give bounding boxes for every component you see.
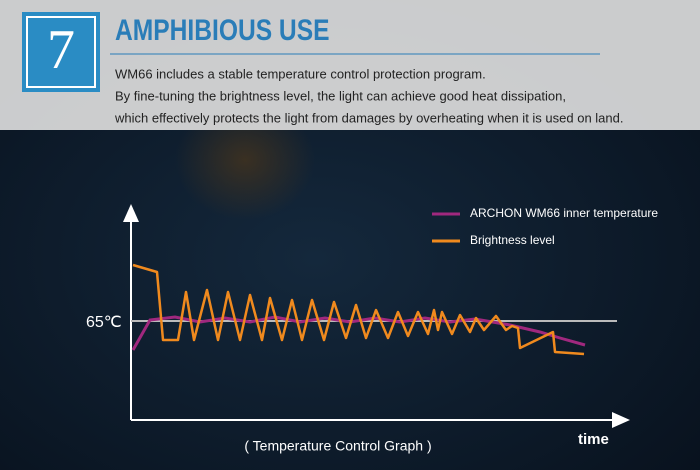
description-line: WM66 includes a stable temperature contr…: [115, 66, 486, 81]
title: AMPHIBIOUS USE: [115, 13, 330, 47]
reference-label: 65℃: [86, 314, 122, 331]
description-line: By fine-tuning the brightness level, the…: [115, 88, 566, 103]
x-axis-label: time: [578, 431, 609, 448]
legend-label: Brightness level: [470, 233, 555, 247]
caption: ( Temperature Control Graph ): [244, 438, 431, 454]
number-box: [22, 12, 100, 92]
brightness-curve: [132, 263, 585, 356]
number-frame: [26, 16, 96, 88]
number: 7: [47, 19, 75, 81]
description-line: which effectively protects the light fro…: [114, 110, 624, 125]
header-band: [0, 0, 700, 130]
legend-label: ARCHON WM66 inner temperature: [470, 206, 658, 220]
